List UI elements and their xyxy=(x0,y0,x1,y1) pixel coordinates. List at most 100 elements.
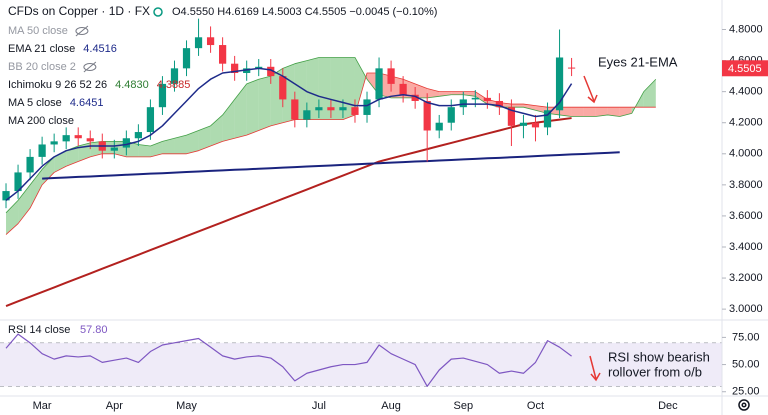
candle-body xyxy=(267,66,275,77)
arrow xyxy=(583,75,598,104)
rsi-title: RSI 14 close xyxy=(8,324,70,336)
x-tick-label: Dec xyxy=(658,400,678,412)
rsi-band xyxy=(0,342,722,387)
x-tick-label: Sep xyxy=(453,400,473,412)
eye-slash xyxy=(75,25,89,37)
candle-body xyxy=(74,135,82,139)
candle-body xyxy=(483,97,491,101)
candle-body xyxy=(279,76,287,100)
cloud xyxy=(318,57,331,120)
cloud xyxy=(174,135,187,154)
cloud xyxy=(246,79,259,136)
candle-body xyxy=(363,99,371,115)
candle-body xyxy=(423,100,431,131)
candle-body xyxy=(315,107,323,111)
x-tick-label: Mar xyxy=(33,400,52,412)
x-tick-label: Aug xyxy=(381,400,401,412)
legend-value: 4.3885 xyxy=(157,79,191,91)
candle-body xyxy=(387,68,395,84)
candle-body xyxy=(14,172,22,192)
candle-body xyxy=(146,107,155,133)
candle-body xyxy=(2,191,10,201)
eye xyxy=(75,27,89,35)
cloud xyxy=(451,91,464,95)
rsi-value: 57.80 xyxy=(80,324,108,336)
y-tick-label: 4.2000 xyxy=(729,117,763,129)
legend-text: MA 200 close xyxy=(8,115,74,127)
x-tick-label: Oct xyxy=(527,400,544,412)
candle-body xyxy=(555,57,564,111)
cloud xyxy=(427,88,440,98)
x-tick-label: Jul xyxy=(312,400,326,412)
hidden-icon xyxy=(75,25,89,37)
price-tag xyxy=(722,60,768,77)
x-tick-label: May xyxy=(176,400,197,412)
ohlc: O4.5550 H4.6169 L4.5003 C4.5505 −0.0045 … xyxy=(172,6,437,18)
legend-value: 4.6451 xyxy=(70,97,104,109)
cloud xyxy=(595,107,608,117)
rsi-line xyxy=(5,333,572,387)
candle-body xyxy=(327,107,335,111)
indicator-line xyxy=(5,117,572,307)
cloud xyxy=(463,91,476,97)
hidden-icon xyxy=(83,61,97,73)
candle-body xyxy=(86,138,94,142)
candle-body xyxy=(459,99,467,108)
candle-body xyxy=(567,67,576,69)
cloud xyxy=(162,138,175,154)
candle-body xyxy=(194,37,203,49)
cloud xyxy=(342,57,355,120)
symbol-title: CFDs on Copper · 1D · FX xyxy=(8,4,150,18)
cloud xyxy=(643,79,656,108)
status-icon xyxy=(153,7,163,17)
candle-body xyxy=(110,147,118,151)
candle-body xyxy=(26,156,34,173)
eye xyxy=(83,63,97,71)
cloud xyxy=(330,57,343,120)
cloud xyxy=(306,57,319,120)
candle-body xyxy=(243,68,251,74)
y-tick-label: 3.6000 xyxy=(729,210,763,222)
cloud xyxy=(571,107,584,117)
cloud xyxy=(439,91,452,97)
candle-body xyxy=(134,132,142,139)
candle-body xyxy=(303,110,311,120)
candle-body xyxy=(291,99,299,120)
candle-body xyxy=(219,45,227,64)
cloud xyxy=(210,114,223,147)
candle-body xyxy=(38,144,46,157)
price-tag-label: 4.5505 xyxy=(728,63,762,75)
annotation-line: RSI show bearish xyxy=(608,349,710,364)
cloud xyxy=(258,76,271,131)
cloud xyxy=(186,130,199,154)
candle-body xyxy=(411,94,419,101)
candle-body xyxy=(255,66,263,69)
y-tick-label: 75.00 xyxy=(732,331,760,343)
candle-body xyxy=(543,110,552,128)
candle-body xyxy=(519,122,528,126)
candle-body xyxy=(62,135,70,142)
candle-body xyxy=(471,97,479,100)
y-tick-label: 50.00 xyxy=(732,358,760,370)
cloud xyxy=(18,184,31,224)
candle-body xyxy=(495,100,503,108)
legend-value: 4.4830 xyxy=(115,79,149,91)
arrow xyxy=(589,355,601,382)
cloud xyxy=(607,107,620,117)
candle-body xyxy=(122,138,130,148)
candle-body xyxy=(447,107,455,123)
y-tick-label: 3.2000 xyxy=(729,272,763,284)
y-tick-label: 3.4000 xyxy=(729,241,763,253)
y-tick-label: 25.00 xyxy=(732,386,760,398)
settings-icon[interactable] xyxy=(738,399,750,411)
candle-body xyxy=(531,122,540,128)
candle-body xyxy=(507,107,516,126)
cloud xyxy=(234,83,247,139)
legend-text: MA 5 close xyxy=(8,97,62,109)
y-tick-label: 4.0000 xyxy=(729,148,763,160)
candle-body xyxy=(399,83,407,95)
eye-slash xyxy=(83,61,97,73)
legend-text: MA 50 close xyxy=(8,25,68,37)
candle-body xyxy=(182,48,191,69)
